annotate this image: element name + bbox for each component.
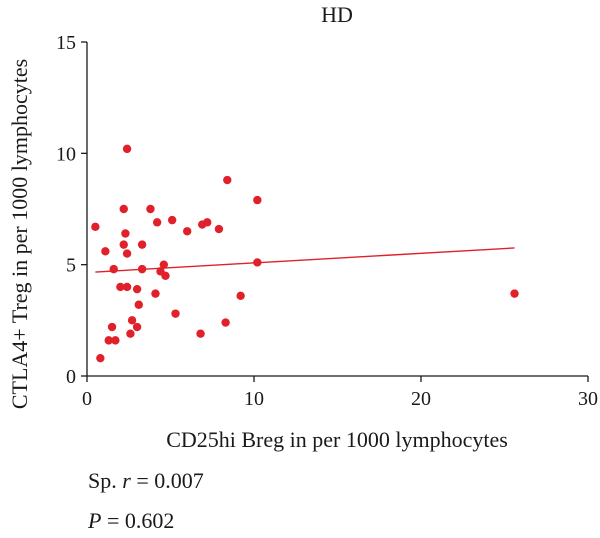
x-tick-label: 0 [82, 388, 92, 410]
y-tick-label: 0 [66, 366, 76, 388]
data-point [236, 291, 245, 301]
data-point [214, 224, 224, 234]
data-point [109, 264, 118, 274]
data-point [119, 240, 128, 249]
data-point [122, 282, 132, 292]
data-point [183, 227, 192, 236]
y-tick-label: 15 [56, 32, 76, 54]
p-value-stat: P = 0.602 [88, 508, 174, 534]
data-point [146, 204, 155, 214]
r-value: = 0.007 [130, 468, 204, 493]
data-point [137, 240, 147, 249]
p-symbol: P [88, 508, 102, 533]
data-point [253, 195, 262, 205]
data-point [223, 175, 232, 185]
x-tick-label: 20 [411, 388, 431, 410]
data-point [510, 289, 519, 298]
data-point [203, 218, 212, 227]
data-point [159, 260, 169, 269]
data-point [121, 229, 130, 238]
data-point [196, 329, 205, 338]
data-point [167, 215, 177, 225]
data-point [126, 329, 135, 338]
data-point [152, 218, 162, 227]
data-point [107, 322, 117, 332]
data-point [151, 289, 160, 298]
spearman-prefix: Sp. [88, 468, 123, 493]
data-point [132, 284, 142, 294]
chart-title: HD [321, 2, 353, 27]
data-point [221, 318, 230, 327]
data-point [119, 204, 128, 214]
data-point [91, 222, 100, 232]
data-point [137, 264, 147, 274]
data-point [171, 309, 180, 318]
x-tick-label: 30 [578, 388, 598, 410]
x-axis: 0 10 20 30 [82, 375, 598, 410]
y-tick-label: 10 [56, 143, 76, 165]
y-tick-label: 5 [66, 255, 76, 277]
data-point [111, 336, 120, 345]
p-value: = 0.602 [101, 508, 175, 533]
y-axis: 0 5 10 15 [56, 32, 88, 388]
data-point [134, 300, 143, 309]
data-point [122, 144, 132, 154]
data-point [96, 353, 105, 363]
data-point [253, 258, 262, 267]
data-point [127, 316, 137, 325]
data-point [132, 322, 142, 332]
x-tick-label: 10 [244, 388, 264, 410]
data-point [116, 282, 125, 292]
data-points [91, 144, 519, 363]
y-axis-label: CTLA4+ Treg in per 1000 lymphocytes [7, 59, 32, 409]
data-point [122, 249, 132, 258]
x-axis-label: CD25hi Breg in per 1000 lymphocytes [166, 427, 508, 452]
spearman-r-stat: Sp. r = 0.007 [88, 468, 204, 494]
data-point [104, 336, 113, 345]
data-point [161, 271, 170, 280]
r-symbol: r [122, 468, 131, 493]
data-point [101, 247, 110, 256]
